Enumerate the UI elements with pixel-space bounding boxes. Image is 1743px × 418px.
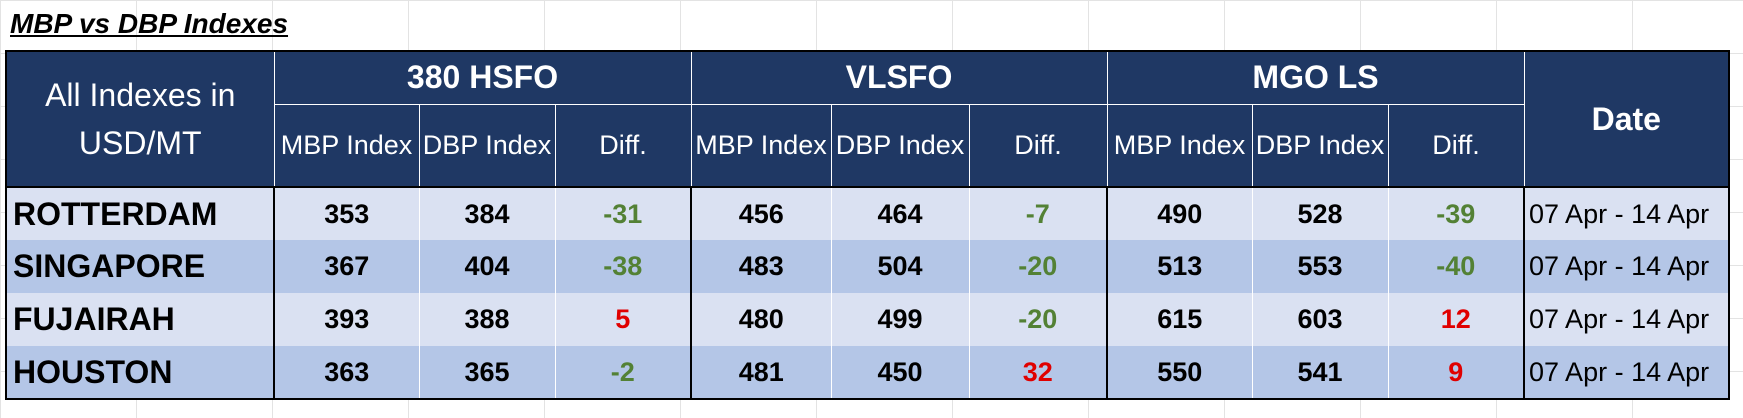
mgo-dbp-cell[interactable]: 603 (1252, 293, 1389, 346)
group-header-vlsfo: VLSFO (691, 51, 1108, 105)
hsfo-dbp-cell[interactable]: 404 (419, 240, 556, 293)
vlsfo-dbp-cell[interactable]: 499 (831, 293, 970, 346)
table-row-singapore: SINGAPORE 367 404 -38 483 504 -20 513 55… (6, 240, 1730, 293)
mgo-diff-cell[interactable]: -40 (1388, 240, 1526, 293)
vlsfo-dbp-cell[interactable]: 450 (831, 346, 970, 399)
col-header-vlsfo-mbp: MBP Index (691, 104, 832, 188)
date-cell[interactable]: 07 Apr - 14 Apr (1524, 346, 1730, 399)
city-cell[interactable]: ROTTERDAM (6, 187, 275, 240)
header-row-subcolumns: MBP Index DBP Index Diff. MBP Index DBP … (6, 104, 1729, 188)
date-header: Date (1524, 51, 1730, 188)
vlsfo-diff-cell[interactable]: -20 (969, 293, 1109, 346)
vlsfo-diff-cell[interactable]: -20 (969, 240, 1109, 293)
date-cell[interactable]: 07 Apr - 14 Apr (1524, 240, 1730, 293)
mgo-dbp-cell[interactable]: 553 (1252, 240, 1389, 293)
header-row-groups: All Indexes in USD/MT 380 HSFO VLSFO MGO… (6, 51, 1730, 188)
hsfo-dbp-cell[interactable]: 388 (419, 293, 556, 346)
hsfo-mbp-cell[interactable]: 367 (274, 240, 420, 293)
city-cell[interactable]: SINGAPORE (6, 240, 275, 293)
mgo-mbp-cell[interactable]: 550 (1107, 346, 1253, 399)
col-header-mgo-dbp: DBP Index (1252, 104, 1389, 188)
hsfo-dbp-cell[interactable]: 384 (419, 187, 556, 240)
date-cell[interactable]: 07 Apr - 14 Apr (1524, 187, 1730, 240)
group-header-mgo: MGO LS (1107, 51, 1525, 105)
hsfo-mbp-cell[interactable]: 353 (274, 187, 420, 240)
mgo-dbp-cell[interactable]: 541 (1252, 346, 1389, 399)
group-header-hsfo: 380 HSFO (274, 51, 692, 105)
vlsfo-mbp-cell[interactable]: 481 (691, 346, 832, 399)
vlsfo-diff-cell[interactable]: -7 (969, 187, 1109, 240)
hsfo-diff-cell[interactable]: -38 (555, 240, 693, 293)
date-cell[interactable]: 07 Apr - 14 Apr (1524, 293, 1730, 346)
hsfo-mbp-cell[interactable]: 393 (274, 293, 420, 346)
hsfo-mbp-cell[interactable]: 363 (274, 346, 420, 399)
vlsfo-dbp-cell[interactable]: 504 (831, 240, 970, 293)
table-row-houston: HOUSTON 363 365 -2 481 450 32 550 541 9 … (6, 346, 1730, 399)
city-cell[interactable]: FUJAIRAH (6, 293, 275, 346)
col-header-vlsfo-diff: Diff. (969, 104, 1108, 188)
hsfo-diff-cell[interactable]: -2 (555, 346, 693, 399)
col-header-hsfo-mbp: MBP Index (274, 104, 420, 188)
vlsfo-mbp-cell[interactable]: 480 (691, 293, 832, 346)
vlsfo-diff-cell[interactable]: 32 (969, 346, 1109, 399)
col-header-mgo-diff: Diff. (1388, 104, 1525, 188)
indexes-table: All Indexes in USD/MT 380 HSFO VLSFO MGO… (5, 50, 1731, 400)
table-row-fujairah: FUJAIRAH 393 388 5 480 499 -20 615 603 1… (6, 293, 1730, 346)
table-row-rotterdam: ROTTERDAM 353 384 -31 456 464 -7 490 528… (6, 187, 1730, 240)
mgo-diff-cell[interactable]: 12 (1388, 293, 1526, 346)
city-cell[interactable]: HOUSTON (6, 346, 275, 399)
col-header-hsfo-diff: Diff. (555, 104, 692, 188)
mgo-mbp-cell[interactable]: 513 (1107, 240, 1253, 293)
col-header-hsfo-dbp: DBP Index (419, 104, 556, 188)
vlsfo-mbp-cell[interactable]: 483 (691, 240, 832, 293)
mgo-diff-cell[interactable]: -39 (1388, 187, 1526, 240)
mgo-diff-cell[interactable]: 9 (1388, 346, 1526, 399)
sheet-title: MBP vs DBP Indexes (10, 8, 289, 39)
hsfo-dbp-cell[interactable]: 365 (419, 346, 556, 399)
hsfo-diff-cell[interactable]: -31 (555, 187, 693, 240)
units-header: All Indexes in USD/MT (6, 51, 275, 188)
col-header-mgo-mbp: MBP Index (1107, 104, 1253, 188)
mgo-dbp-cell[interactable]: 528 (1252, 187, 1389, 240)
col-header-vlsfo-dbp: DBP Index (831, 104, 970, 188)
vlsfo-dbp-cell[interactable]: 464 (831, 187, 970, 240)
vlsfo-mbp-cell[interactable]: 456 (691, 187, 832, 240)
hsfo-diff-cell[interactable]: 5 (555, 293, 693, 346)
mgo-mbp-cell[interactable]: 490 (1107, 187, 1253, 240)
mgo-mbp-cell[interactable]: 615 (1107, 293, 1253, 346)
